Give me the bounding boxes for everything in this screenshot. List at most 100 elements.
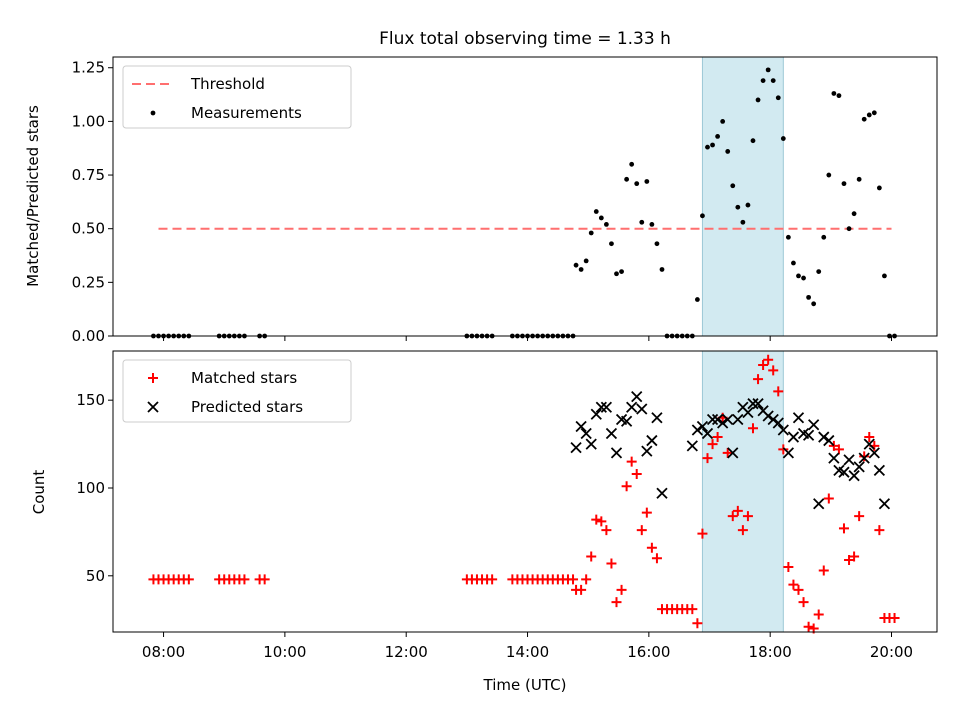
measurement-point	[700, 213, 705, 219]
matched-star-point	[646, 542, 657, 553]
measurement-point	[791, 260, 796, 266]
observing-window-band	[701, 56, 784, 337]
measurement-point	[735, 204, 741, 210]
measurement-point	[634, 181, 640, 187]
matched-star-point	[576, 584, 587, 595]
matched-star-point	[753, 374, 764, 385]
predicted-star-point	[691, 424, 704, 436]
measurement-point	[765, 67, 771, 73]
chart-title: Flux total observing time = 1.33 h	[379, 29, 671, 49]
measurement-point	[654, 241, 660, 247]
count-legend: Matched stars Predicted stars	[122, 359, 352, 423]
matched-star-point	[844, 554, 855, 565]
measurement-point	[593, 209, 599, 214]
matched-star-point	[651, 553, 662, 564]
predicted-star-point	[686, 440, 698, 452]
matched-star-point	[586, 551, 597, 562]
ratio-panel: 0.00 0.25 0.50 0.75 1.00 1.25 Matched/Predict…	[24, 56, 938, 345]
predicted-star-point	[777, 424, 789, 436]
matched-star-point	[859, 451, 870, 462]
predicted-star-point	[828, 452, 840, 464]
matched-star-point	[487, 574, 498, 585]
measurement-point	[644, 179, 650, 184]
predicted-star-point	[868, 447, 880, 459]
x-tick-label: 14:00	[506, 643, 549, 661]
predicted-star-point	[863, 438, 875, 450]
predicted-star-point	[722, 413, 734, 426]
predicted-star-point	[600, 401, 613, 413]
predicted-star-point	[641, 445, 653, 457]
measurement-point	[770, 78, 776, 84]
x-tick-label: 18:00	[749, 643, 792, 661]
predicted-star-point	[742, 406, 754, 419]
predicted-star-point	[610, 447, 623, 459]
x-tick-label: 10:00	[263, 643, 306, 661]
matched-star-point	[747, 423, 758, 434]
measurement-point	[785, 234, 791, 240]
predicted-star-point	[792, 412, 805, 424]
predicted-star-point	[626, 401, 638, 413]
predicted-star-point	[646, 434, 658, 447]
matched-star-point	[889, 612, 900, 623]
measurement-point	[801, 275, 806, 281]
matched-star-point	[813, 609, 824, 620]
y-tick-label: 100	[76, 479, 105, 497]
y-tick-label: 0.25	[72, 273, 105, 291]
measurement-point	[780, 136, 786, 141]
matched-star-point	[259, 574, 270, 585]
count-y-axis: 50 100 150	[76, 391, 113, 585]
measurement-point	[806, 294, 811, 300]
measurement-point	[694, 297, 700, 302]
predicted-star-point	[701, 427, 714, 440]
time-x-axis-label: Time (UTC)	[483, 676, 567, 694]
measurement-point	[588, 230, 594, 236]
measurement-point	[851, 211, 857, 217]
measurement-point	[603, 222, 609, 227]
legend-measurement-swatch	[150, 110, 156, 116]
measurement-point	[583, 258, 589, 264]
predicted-star-point	[717, 417, 729, 429]
predicted-star-point	[772, 417, 784, 429]
legend-box	[122, 65, 352, 129]
matched-star-point	[621, 481, 632, 492]
predicted-star-point	[762, 410, 774, 422]
legend-box	[122, 359, 352, 423]
measurement-point	[720, 118, 726, 124]
count-y-axis-label: Count	[30, 470, 48, 515]
y-tick-label: 0.50	[72, 220, 105, 238]
measurement-point	[614, 271, 619, 277]
predicted-star-point	[605, 427, 618, 440]
matched-star-point	[183, 574, 194, 585]
measurement-point	[755, 97, 761, 103]
measurement-point	[745, 202, 751, 208]
matched-star-point	[687, 604, 698, 615]
legend-matched-swatch	[148, 373, 158, 383]
matched-star-point	[798, 597, 809, 608]
measurement-point	[715, 134, 721, 139]
measurement-point	[598, 215, 604, 221]
measurement-point	[831, 91, 837, 96]
predicted-star-point	[732, 413, 744, 426]
measurement-point	[573, 262, 579, 268]
predicted-star-point	[651, 412, 663, 424]
predicted-star-point	[782, 447, 795, 459]
measurement-point	[836, 93, 842, 99]
y-tick-label: 50	[86, 567, 105, 585]
legend-label: Predicted stars	[191, 398, 303, 416]
measurement-point	[856, 176, 862, 182]
y-tick-label: 0.00	[72, 327, 105, 345]
measurement-point	[740, 219, 746, 225]
x-tick-label: 08:00	[142, 643, 185, 661]
predicted-star-point	[595, 401, 607, 413]
matched-star-point	[601, 525, 612, 536]
predicted-star-point	[818, 431, 830, 443]
matched-star-point	[864, 432, 875, 443]
measurement-point	[876, 185, 882, 191]
matched-star-point	[581, 574, 592, 585]
measurement-point	[609, 241, 614, 247]
predicted-star-point	[858, 452, 870, 464]
count-panel: 50 100 150 08:00 10:00 12:00 14:00 16:00 18:00 2…	[30, 350, 938, 694]
predicted-star-point	[843, 454, 855, 466]
time-x-axis: 08:00 10:00 12:00 14:00 16:00 18:00 20:00	[142, 632, 913, 661]
